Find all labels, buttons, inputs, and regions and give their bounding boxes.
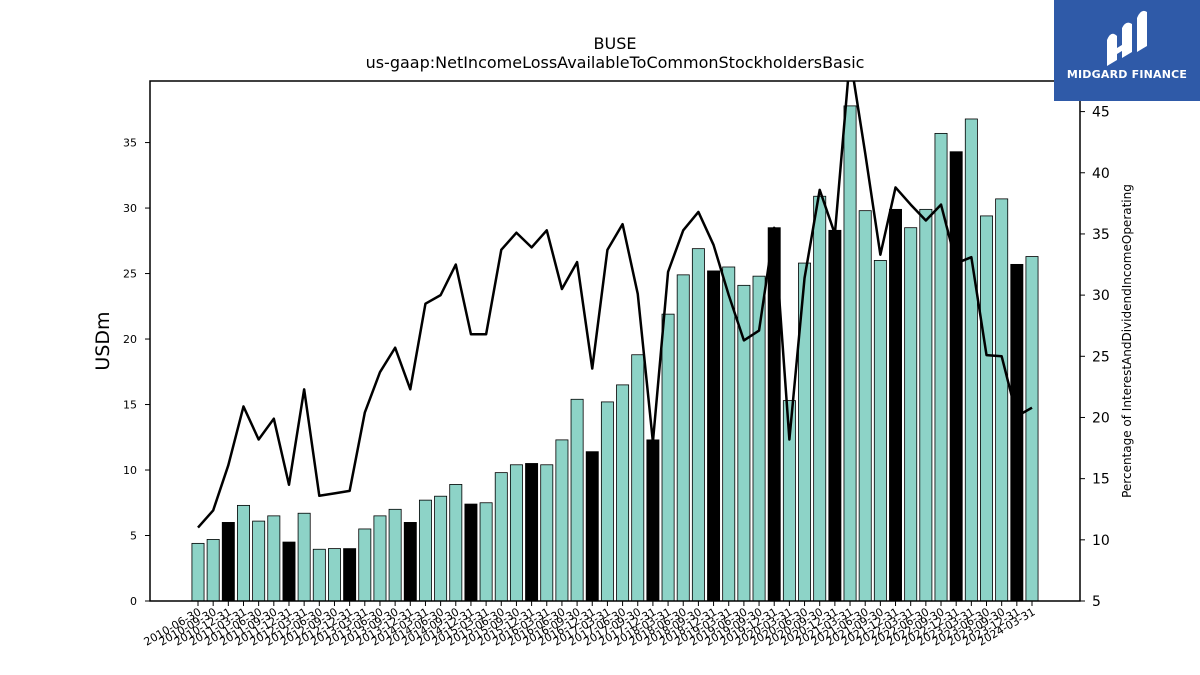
y-right-tick-label: 20 <box>1092 410 1110 426</box>
chart-title: BUSE <box>594 34 637 53</box>
bar <box>434 495 448 602</box>
bar <box>388 508 402 602</box>
bar <box>525 463 539 602</box>
y-tick-label: 35 <box>123 137 137 150</box>
bar <box>252 520 266 602</box>
logo-mark-icon <box>1107 10 1147 66</box>
bar <box>707 270 721 602</box>
bar <box>737 284 751 602</box>
y-tick-label: 15 <box>123 399 137 412</box>
bar <box>191 542 205 602</box>
bar <box>312 548 326 602</box>
y-tick-label: 5 <box>130 530 137 543</box>
bar <box>237 504 250 602</box>
bar <box>646 439 660 602</box>
y-right-tick-label: 5 <box>1092 594 1101 610</box>
bar <box>282 541 296 602</box>
y-right-tick-label: 40 <box>1092 166 1110 182</box>
y-right-tick-label: 30 <box>1092 288 1110 304</box>
bar <box>813 195 827 602</box>
bars <box>191 105 1039 602</box>
bar <box>221 522 235 602</box>
y-tick-label: 20 <box>123 333 137 346</box>
axis-ticks: 05101520253035510152025303540452010-06-3… <box>123 105 1110 649</box>
bar <box>206 539 220 602</box>
bar <box>828 229 842 602</box>
bar <box>691 248 705 602</box>
y-right-tick-label: 25 <box>1092 349 1110 365</box>
bar <box>1010 263 1024 602</box>
bar <box>449 484 463 602</box>
bar <box>509 464 523 602</box>
bar <box>949 151 963 602</box>
bar <box>373 515 387 602</box>
bar <box>540 464 554 602</box>
bar <box>418 499 432 602</box>
y-axis-right-label: Percentage of InterestAndDividendIncomeO… <box>1120 184 1134 498</box>
y-tick-label: 30 <box>123 202 137 215</box>
bar <box>980 215 993 602</box>
bar <box>873 260 887 602</box>
bar <box>464 503 478 602</box>
bar <box>919 208 933 602</box>
bar <box>722 266 736 602</box>
bar <box>479 502 493 602</box>
plot-frame <box>149 80 1081 602</box>
bar <box>676 274 690 602</box>
bar <box>904 227 918 602</box>
bar <box>343 548 357 602</box>
logo-text: MIDGARD FINANCE <box>1066 68 1188 81</box>
bar <box>661 313 675 602</box>
bar <box>600 401 614 602</box>
ratio-line <box>197 81 1033 529</box>
y-axis-label: USDm <box>92 311 114 370</box>
bar <box>494 472 508 602</box>
bar <box>570 398 584 602</box>
bar <box>555 439 569 602</box>
chart-subtitle: us-gaap:NetIncomeLossAvailableToCommonSt… <box>366 53 865 72</box>
bar <box>585 451 599 602</box>
bar <box>297 512 311 602</box>
bar <box>889 208 902 602</box>
bar <box>1025 256 1039 602</box>
bar <box>631 354 645 602</box>
y-tick-label: 0 <box>130 595 137 608</box>
bar <box>358 528 372 602</box>
bar <box>858 210 872 602</box>
bar <box>328 548 341 602</box>
logo: MIDGARD FINANCE <box>1054 0 1200 101</box>
y-tick-label: 10 <box>123 464 137 477</box>
bar <box>964 118 978 602</box>
ratio-series-line <box>197 81 1033 529</box>
bar <box>267 515 281 602</box>
bar <box>995 198 1009 602</box>
bar <box>616 384 630 602</box>
y-right-tick-label: 15 <box>1092 472 1110 488</box>
y-tick-label: 25 <box>123 268 137 281</box>
bar <box>843 105 857 602</box>
y-right-tick-label: 10 <box>1092 533 1110 549</box>
y-right-tick-label: 35 <box>1092 227 1110 243</box>
y-right-tick-label: 45 <box>1092 105 1110 121</box>
bar <box>403 522 417 602</box>
